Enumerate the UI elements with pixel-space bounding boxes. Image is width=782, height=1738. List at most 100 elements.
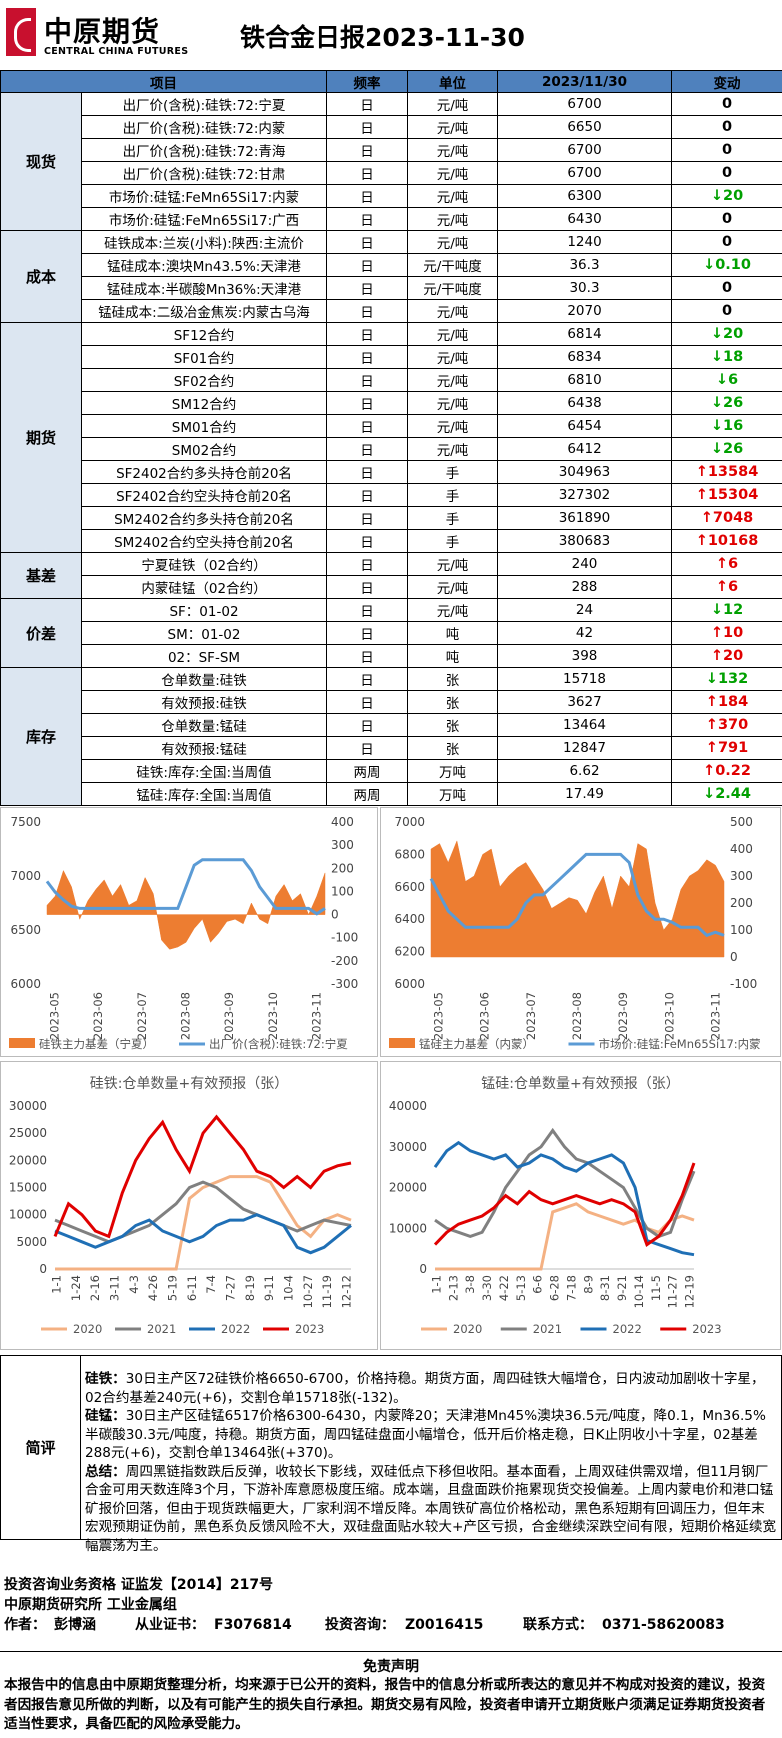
x-tick-label: 5-13	[514, 1275, 528, 1301]
x-tick-label: 4-3	[127, 1275, 141, 1294]
value-cell: 2070	[497, 299, 672, 323]
x-tick-label: 10-4	[282, 1275, 296, 1301]
right-tick-label: -100	[730, 977, 757, 991]
x-tick-label: 2023-07	[524, 992, 538, 1040]
x-tick-label: 2023-10	[266, 992, 280, 1040]
cert-number: F3076814	[214, 1617, 292, 1633]
value-cell: 30.3	[497, 276, 672, 300]
left-tick-label: 6600	[394, 880, 425, 894]
x-tick-label: 1-1	[430, 1275, 444, 1294]
x-tick-label: 2023-05	[48, 992, 62, 1040]
value-cell: 15718	[497, 667, 672, 691]
author-name: 彭博涵	[54, 1617, 96, 1633]
x-tick-label: 2023-08	[570, 992, 584, 1040]
data-table: 项目 频率 单位 2023/11/30 变动 现货 出厂价(含税):硅铁:72:宁…	[0, 70, 782, 806]
change-value: 6	[728, 579, 739, 595]
change-cell: ↓6	[671, 368, 782, 392]
freq-cell: 日	[326, 391, 408, 415]
arrow-down-icon: ↓	[710, 395, 723, 411]
freq-cell: 日	[326, 460, 408, 484]
table-row: 基差 宁夏硅铁（02合约）日元/吨 240 ↑6	[0, 552, 782, 599]
x-tick-label: 11-19	[320, 1275, 334, 1308]
legend-label: 2022	[613, 1322, 642, 1336]
legend-label: 锰硅主力基差（内蒙）	[419, 1037, 534, 1051]
unit-cell: 吨	[407, 644, 498, 668]
unit-cell: 元/吨	[407, 552, 498, 576]
value-cell: 6438	[497, 391, 672, 415]
freq-cell: 日	[326, 368, 408, 392]
change-value: 0	[721, 96, 733, 112]
freq-cell: 日	[326, 598, 408, 622]
arrow-down-icon: ↓	[710, 418, 723, 434]
item-cell: 宁夏硅铁（02合约）	[81, 552, 327, 576]
left-tick-label: 6000	[394, 977, 425, 991]
x-tick-label: 10-27	[301, 1275, 315, 1308]
advisory-label: 投资咨询：	[325, 1617, 395, 1633]
x-tick-label: 2023-10	[662, 992, 676, 1040]
change-value: 0	[721, 142, 733, 158]
value-cell: 6454	[497, 414, 672, 438]
value-cell: 6650	[497, 115, 672, 139]
logo-subtext: CENTRAL CHINA FUTURES	[44, 46, 189, 57]
change-cell: ↓12	[671, 598, 782, 622]
table-row: 库存 仓单数量:硅铁日张 15718 ↓132	[0, 667, 782, 806]
unit-cell: 元/干吨度	[407, 253, 498, 277]
freq-cell: 日	[326, 690, 408, 714]
value-cell: 380683	[497, 529, 672, 553]
qualification-line: 投资咨询业务资格 证监发【2014】217号	[4, 1577, 274, 1593]
change-value: 18	[722, 349, 744, 365]
legend-label: 出厂价(含税):硅铁:72:宁夏	[209, 1037, 348, 1051]
freq-cell: 日	[326, 299, 408, 323]
chart-title: 硅铁:仓单数量+有效预报（张）	[90, 1076, 288, 1092]
y-tick-label: 0	[39, 1262, 47, 1276]
change-cell: ↑6	[671, 575, 782, 599]
contact-phone: 0371-58620083	[602, 1617, 725, 1633]
x-tick-label: 2023-11	[709, 992, 723, 1040]
change-cell: ↓16	[671, 414, 782, 438]
series-line	[55, 1175, 352, 1271]
x-tick-label: 8-9	[581, 1275, 595, 1294]
arrow-down-icon: ↓	[705, 671, 718, 687]
change-cell: ↓132	[671, 667, 782, 691]
unit-cell: 万吨	[407, 759, 498, 783]
x-tick-label: 7-18	[564, 1275, 578, 1301]
series-area	[46, 869, 326, 950]
unit-cell: 张	[407, 736, 498, 760]
left-tick-label: 6200	[394, 945, 425, 959]
value-cell: 6700	[497, 138, 672, 162]
item-cell: 锰硅成本:澳块Mn43.5%:天津港	[81, 253, 327, 277]
table-row: 仓单数量:锰硅日张 13464 ↑370	[1, 713, 782, 737]
x-tick-label: 3-30	[480, 1275, 494, 1301]
advisory-number: Z0016415	[405, 1617, 484, 1633]
x-tick-label: 11-27	[666, 1275, 680, 1308]
x-tick-label: 2023-11	[310, 992, 324, 1040]
left-tick-label: 7000	[394, 815, 425, 829]
change-cell: ↓20	[671, 322, 782, 346]
unit-cell: 元/吨	[407, 414, 498, 438]
table-row: 成本 硅铁成本:兰炭(小料):陕西:主流价日元/吨 1240 0	[0, 230, 782, 323]
unit-cell: 元/吨	[407, 138, 498, 162]
y-tick-label: 10000	[9, 1208, 47, 1222]
change-cell: ↑13584	[671, 460, 782, 484]
legend-label: 2023	[295, 1322, 324, 1336]
change-value: 791	[717, 740, 749, 756]
item-cell: 锰硅成本:二级冶金焦炭:内蒙古乌海	[81, 299, 327, 323]
legend-label: 硅铁主力基差（宁夏）	[39, 1037, 154, 1051]
x-tick-label: 8-19	[243, 1275, 257, 1301]
unit-cell: 元/干吨度	[407, 276, 498, 300]
change-cell: 0	[671, 230, 782, 254]
change-cell: ↑7048	[671, 506, 782, 530]
x-tick-label: 3-8	[463, 1275, 477, 1294]
arrow-up-icon: ↑	[705, 740, 718, 756]
right-tick-label: 200	[730, 896, 753, 910]
change-value: 0	[721, 211, 733, 227]
unit-cell: 手	[407, 506, 498, 530]
change-value: 0	[721, 165, 733, 181]
value-cell: 6700	[497, 92, 672, 116]
freq-cell: 日	[326, 276, 408, 300]
item-cell: SF：01-02	[81, 598, 327, 622]
value-cell: 398	[497, 644, 672, 668]
series-line	[434, 1127, 696, 1239]
value-cell: 6430	[497, 207, 672, 231]
